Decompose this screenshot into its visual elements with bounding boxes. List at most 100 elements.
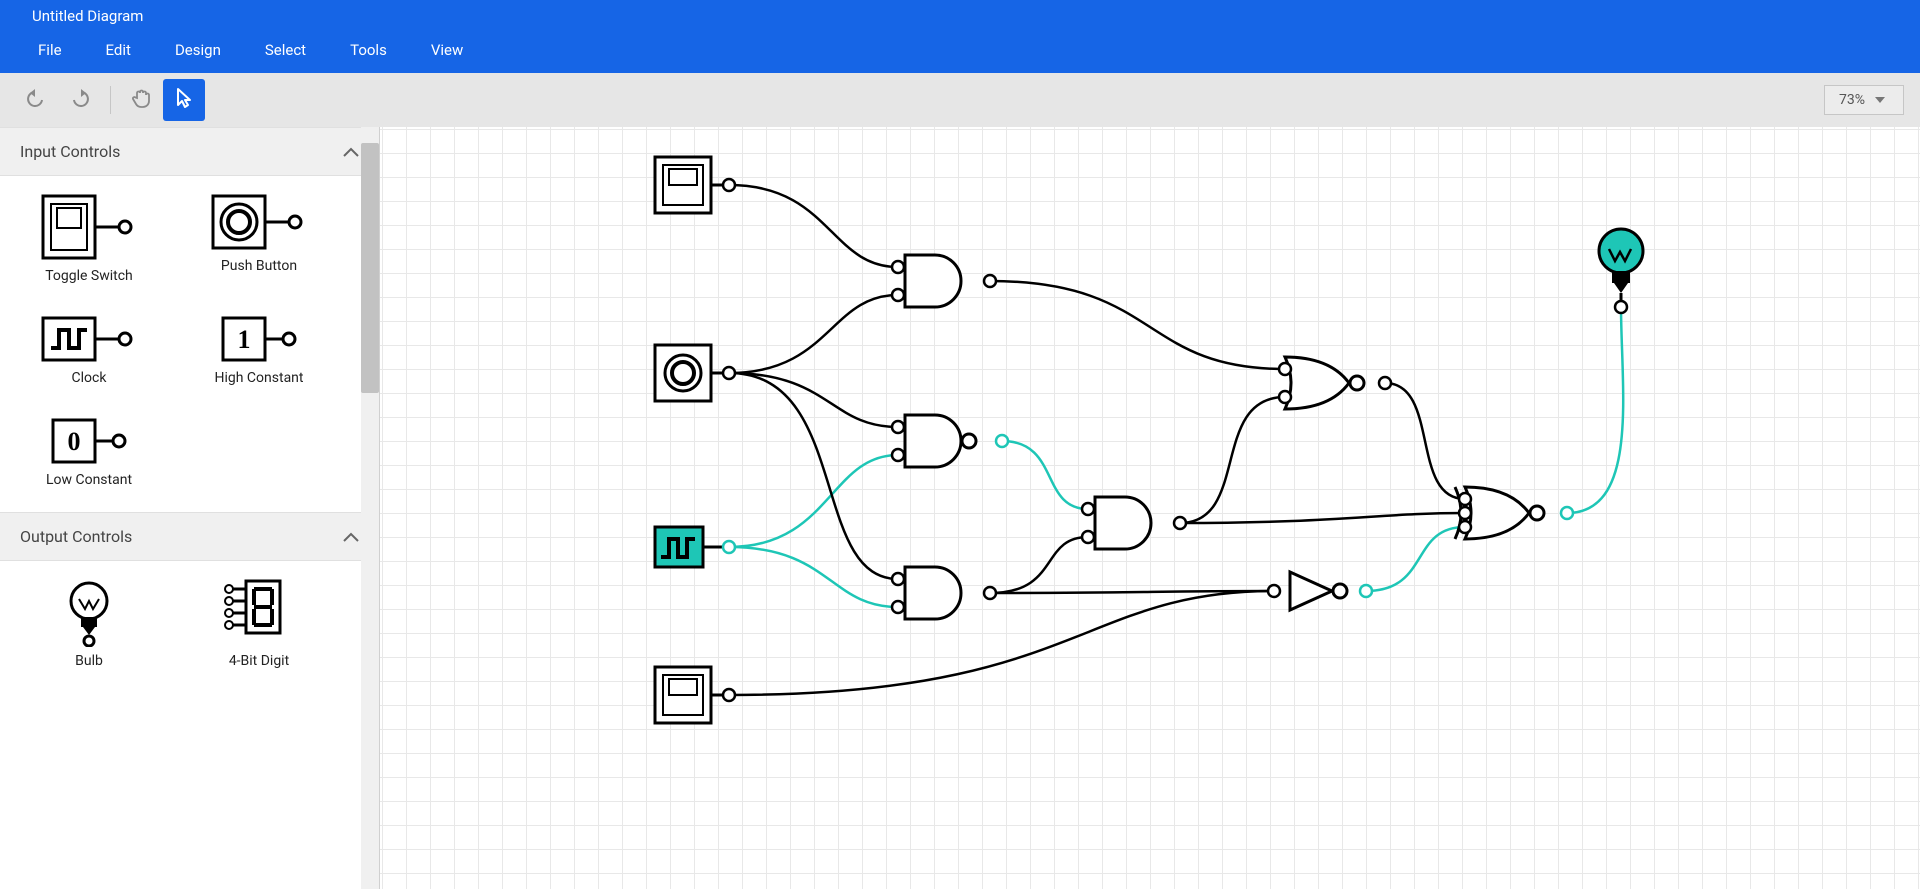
pointer-icon — [175, 87, 193, 113]
component-clk[interactable] — [655, 527, 723, 567]
pan-button[interactable] — [121, 79, 163, 121]
port[interactable] — [892, 289, 904, 301]
circuit-svg — [380, 127, 1920, 874]
undo-button[interactable] — [16, 79, 58, 121]
section-title: Input Controls — [20, 142, 120, 161]
sidebar-scrollbar[interactable] — [361, 127, 379, 889]
wire[interactable] — [1180, 513, 1465, 523]
port[interactable] — [1459, 507, 1471, 519]
section-header-outputs[interactable]: Output Controls — [0, 512, 379, 561]
port[interactable] — [984, 587, 996, 599]
wire[interactable] — [1567, 307, 1623, 513]
port[interactable] — [1082, 503, 1094, 515]
port[interactable] — [1459, 493, 1471, 505]
wire[interactable] — [1180, 397, 1285, 523]
palette-label: Low Constant — [46, 472, 132, 488]
wire[interactable] — [1385, 383, 1465, 499]
wire[interactable] — [1366, 527, 1465, 591]
canvas[interactable] — [380, 127, 1920, 889]
menu-view[interactable]: View — [431, 41, 463, 59]
menu-select[interactable]: Select — [265, 41, 306, 59]
port[interactable] — [892, 573, 904, 585]
push-icon — [209, 192, 309, 252]
palette-toggle[interactable]: Toggle Switch — [24, 192, 154, 284]
port[interactable] — [723, 179, 735, 191]
palette-label: 4-Bit Digit — [229, 653, 289, 669]
section-body-outputs: Bulb 4-Bit Digit — [0, 561, 379, 693]
palette-low[interactable]: 0 Low Constant — [24, 416, 154, 488]
component-sw1[interactable] — [655, 157, 723, 213]
wire[interactable] — [729, 373, 898, 427]
wire[interactable] — [1002, 441, 1088, 509]
menu-tools[interactable]: Tools — [350, 41, 387, 59]
menu-edit[interactable]: Edit — [106, 41, 131, 59]
palette-label: Push Button — [221, 258, 297, 274]
redo-button[interactable] — [58, 79, 100, 121]
port[interactable] — [892, 449, 904, 461]
sidebar: Input Controls Toggle Switch Push Button… — [0, 127, 380, 889]
wire[interactable] — [990, 281, 1285, 369]
palette-push[interactable]: Push Button — [194, 192, 324, 284]
port[interactable] — [1082, 531, 1094, 543]
chevron-down-icon — [1875, 97, 1885, 103]
component-not1[interactable] — [1290, 572, 1347, 610]
component-and2[interactable] — [905, 567, 961, 619]
undo-icon — [26, 89, 48, 111]
menu-file[interactable]: File — [38, 41, 62, 59]
wire[interactable] — [729, 591, 1274, 695]
wire[interactable] — [729, 455, 898, 547]
section-body-inputs: Toggle Switch Push Button Clock 1 High Co… — [0, 176, 379, 512]
wire[interactable] — [729, 547, 898, 607]
port[interactable] — [723, 367, 735, 379]
palette-clock[interactable]: Clock — [24, 314, 154, 386]
component-and1[interactable] — [905, 255, 961, 307]
port[interactable] — [1279, 363, 1291, 375]
port[interactable] — [723, 689, 735, 701]
svg-text:1: 1 — [238, 325, 251, 354]
digit-icon — [224, 577, 294, 647]
component-nor1[interactable] — [1285, 357, 1364, 409]
port[interactable] — [892, 601, 904, 613]
port[interactable] — [996, 435, 1008, 447]
toolbar: 73% — [0, 73, 1920, 127]
component-bulb1[interactable] — [1599, 229, 1643, 301]
component-nand1[interactable] — [905, 415, 976, 467]
port[interactable] — [892, 421, 904, 433]
workspace: Input Controls Toggle Switch Push Button… — [0, 127, 1920, 889]
wire[interactable] — [990, 537, 1088, 593]
palette-label: High Constant — [215, 370, 304, 386]
port[interactable] — [892, 261, 904, 273]
port[interactable] — [1615, 301, 1627, 313]
select-button[interactable] — [163, 79, 205, 121]
section-header-inputs[interactable]: Input Controls — [0, 127, 379, 176]
menu-design[interactable]: Design — [175, 41, 221, 59]
palette-high[interactable]: 1 High Constant — [194, 314, 324, 386]
port[interactable] — [1360, 585, 1372, 597]
high-icon: 1 — [219, 314, 299, 364]
port[interactable] — [1561, 507, 1573, 519]
palette-digit[interactable]: 4-Bit Digit — [194, 577, 324, 669]
svg-text:0: 0 — [68, 427, 81, 456]
palette-bulb[interactable]: Bulb — [24, 577, 154, 669]
port[interactable] — [1174, 517, 1186, 529]
bulb-icon — [59, 577, 119, 647]
component-and3[interactable] — [1095, 497, 1151, 549]
component-sw2[interactable] — [655, 345, 723, 401]
component-sw3[interactable] — [655, 667, 723, 723]
wire[interactable] — [729, 185, 898, 267]
port[interactable] — [1459, 521, 1471, 533]
chevron-up-icon — [343, 147, 359, 157]
port[interactable] — [1279, 391, 1291, 403]
main-menu: File Edit Design Select Tools View — [0, 29, 1920, 73]
toolbar-divider — [110, 86, 111, 114]
port[interactable] — [984, 275, 996, 287]
zoom-label: 73% — [1839, 92, 1865, 108]
port[interactable] — [723, 541, 735, 553]
zoom-dropdown[interactable]: 73% — [1824, 85, 1904, 115]
port[interactable] — [1379, 377, 1391, 389]
port[interactable] — [1268, 585, 1280, 597]
scrollbar-thumb[interactable] — [361, 143, 379, 393]
hand-icon — [131, 87, 153, 113]
palette-label: Clock — [72, 370, 107, 386]
wire[interactable] — [729, 295, 898, 373]
